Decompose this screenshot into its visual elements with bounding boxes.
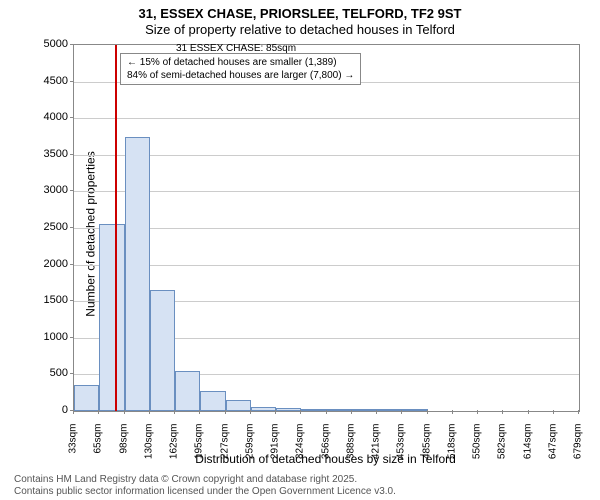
x-tick-label: 324sqm [295,424,306,469]
histogram-bar [200,391,225,411]
x-tick-label: 388sqm [345,424,356,469]
y-tick-label: 1000 [28,331,68,343]
histogram-bar [251,407,276,411]
x-tick-mark [553,410,554,414]
x-tick-mark [73,410,74,414]
x-tick-mark [225,410,226,414]
x-tick-mark [452,410,453,414]
y-tick-label: 500 [28,367,68,379]
chart-title-line1: 31, ESSEX CHASE, PRIORSLEE, TELFORD, TF2… [0,6,600,21]
gridline [74,155,579,156]
y-tick-mark [70,190,74,191]
x-tick-label: 98sqm [118,424,129,469]
x-tick-label: 259sqm [244,424,255,469]
y-tick-label: 2000 [28,258,68,270]
y-tick-mark [70,227,74,228]
gridline [74,265,579,266]
x-tick-mark [578,410,579,414]
x-tick-mark [250,410,251,414]
histogram-bar [150,290,175,411]
x-tick-label: 647sqm [547,424,558,469]
x-tick-label: 356sqm [320,424,331,469]
histogram-bar [352,409,377,411]
histogram-bar [125,137,150,412]
annotation-box: ← 15% of detached houses are smaller (1,… [120,53,361,85]
x-tick-mark [326,410,327,414]
x-tick-label: 679sqm [573,424,584,469]
x-tick-label: 291sqm [270,424,281,469]
y-tick-label: 3500 [28,148,68,160]
x-tick-label: 485sqm [421,424,432,469]
attribution-line1: Contains HM Land Registry data © Crown c… [14,474,396,486]
x-tick-label: 195sqm [194,424,205,469]
gridline [74,191,579,192]
x-tick-mark [124,410,125,414]
x-tick-mark [300,410,301,414]
x-tick-label: 130sqm [143,424,154,469]
chart-title-line2: Size of property relative to detached ho… [0,22,600,37]
x-tick-mark [98,410,99,414]
x-tick-label: 65sqm [93,424,104,469]
x-tick-mark [149,410,150,414]
x-tick-mark [174,410,175,414]
attribution-line2: Contains public sector information licen… [14,486,396,498]
x-tick-label: 614sqm [522,424,533,469]
annotation-line1: ← 15% of detached houses are smaller (1,… [127,56,354,69]
x-tick-label: 518sqm [446,424,457,469]
y-tick-mark [70,373,74,374]
y-tick-label: 5000 [28,38,68,50]
y-tick-mark [70,154,74,155]
annotation-line2: 84% of semi-detached houses are larger (… [127,69,354,82]
x-tick-label: 550sqm [472,424,483,469]
x-tick-label: 421sqm [371,424,382,469]
x-tick-mark [477,410,478,414]
y-tick-label: 4500 [28,75,68,87]
gridline [74,228,579,229]
x-tick-mark [528,410,529,414]
x-tick-mark [275,410,276,414]
y-tick-label: 4000 [28,111,68,123]
x-tick-label: 227sqm [219,424,230,469]
x-tick-label: 582sqm [497,424,508,469]
x-tick-mark [401,410,402,414]
y-tick-label: 3000 [28,184,68,196]
gridline [74,118,579,119]
histogram-bar [175,371,200,411]
x-tick-mark [502,410,503,414]
y-tick-mark [70,300,74,301]
y-tick-label: 1500 [28,294,68,306]
y-tick-mark [70,44,74,45]
y-tick-mark [70,117,74,118]
histogram-bar [377,409,402,411]
histogram-bar [226,400,251,411]
x-tick-mark [351,410,352,414]
marker-label: 31 ESSEX CHASE: 85sqm [176,43,296,54]
histogram-bar [327,409,352,411]
x-tick-mark [427,410,428,414]
chart-container: 31, ESSEX CHASE, PRIORSLEE, TELFORD, TF2… [0,0,600,500]
histogram-bar [74,385,99,411]
plot-area: ← 15% of detached houses are smaller (1,… [73,44,580,412]
y-tick-mark [70,264,74,265]
x-tick-label: 453sqm [396,424,407,469]
x-tick-mark [376,410,377,414]
histogram-bar [276,408,301,411]
attribution: Contains HM Land Registry data © Crown c… [14,474,396,498]
x-tick-mark [199,410,200,414]
marker-line [115,45,117,411]
histogram-bar [99,224,124,411]
y-tick-mark [70,81,74,82]
histogram-bar [301,409,326,411]
histogram-bar [402,409,427,411]
y-tick-label: 0 [28,404,68,416]
x-tick-label: 33sqm [68,424,79,469]
y-tick-label: 2500 [28,221,68,233]
x-tick-label: 162sqm [169,424,180,469]
y-tick-mark [70,337,74,338]
